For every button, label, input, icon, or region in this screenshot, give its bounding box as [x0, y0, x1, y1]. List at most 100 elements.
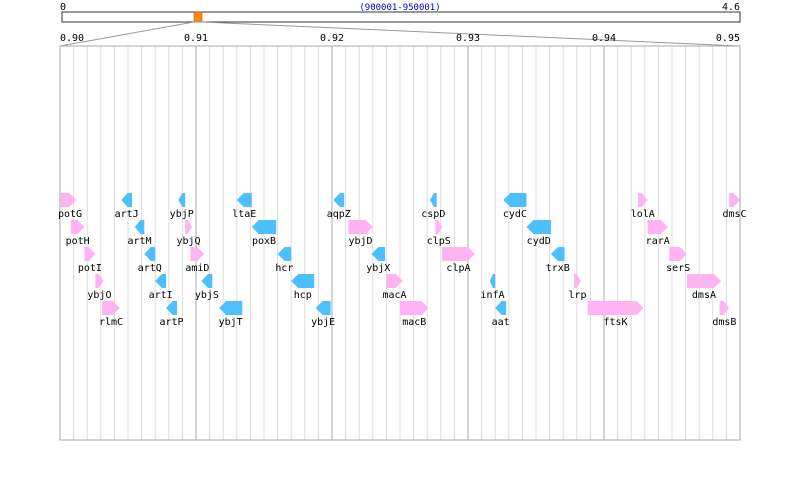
- gene-label: potG: [58, 209, 82, 220]
- gene-dmsC[interactable]: dmsC: [723, 193, 747, 220]
- region-marker[interactable]: [193, 11, 203, 23]
- gene-arrow[interactable]: [134, 220, 145, 234]
- gene-potI[interactable]: potI: [78, 247, 102, 274]
- gene-serS[interactable]: serS: [666, 247, 690, 274]
- gene-macA[interactable]: macA: [383, 274, 407, 301]
- gene-potH[interactable]: potH: [66, 220, 90, 247]
- genome-bar[interactable]: [61, 11, 741, 23]
- gene-label: infA: [480, 290, 504, 301]
- tick-label: 0.90: [60, 33, 84, 44]
- gene-amiD[interactable]: amiD: [185, 247, 209, 274]
- gene-label: potH: [66, 236, 90, 247]
- gene-ybjP[interactable]: ybjP: [170, 193, 194, 220]
- gene-arrow[interactable]: [190, 247, 205, 261]
- gene-arrow[interactable]: [277, 247, 292, 261]
- gene-poxB[interactable]: poxB: [251, 220, 277, 247]
- gene-ftsK[interactable]: ftsK: [587, 301, 644, 328]
- gene-label: ybjQ: [176, 236, 200, 247]
- gene-rlmC[interactable]: rlmC: [99, 301, 123, 328]
- gene-arrow[interactable]: [526, 220, 551, 234]
- gene-arrow[interactable]: [719, 301, 730, 315]
- gene-hcr[interactable]: hcr: [275, 247, 293, 274]
- gene-arrow[interactable]: [503, 193, 527, 207]
- gene-arrow[interactable]: [315, 301, 331, 315]
- gene-arrow[interactable]: [638, 193, 648, 207]
- gene-ltaE[interactable]: ltaE: [232, 193, 256, 220]
- gene-label: ybjP: [170, 209, 194, 220]
- gene-arrow[interactable]: [236, 193, 252, 207]
- gene-ybjT[interactable]: ybjT: [219, 301, 243, 328]
- gene-arrow[interactable]: [669, 247, 687, 261]
- gene-arrow[interactable]: [435, 220, 443, 234]
- gene-infA[interactable]: infA: [480, 274, 505, 301]
- gene-potG[interactable]: potG: [58, 193, 82, 220]
- tick-label: 0.91: [184, 33, 208, 44]
- gene-arrow[interactable]: [495, 301, 507, 315]
- gene-arrow[interactable]: [178, 193, 186, 207]
- gene-arrow[interactable]: [185, 220, 192, 234]
- gene-arrow[interactable]: [166, 301, 177, 315]
- gene-arrow[interactable]: [144, 247, 156, 261]
- gene-ybjQ[interactable]: ybjQ: [176, 220, 201, 247]
- gene-artI[interactable]: artI: [149, 274, 173, 301]
- gene-lolA[interactable]: lolA: [631, 193, 655, 220]
- gene-arrow[interactable]: [155, 274, 167, 288]
- gene-trxB[interactable]: trxB: [546, 247, 570, 274]
- gene-arrow[interactable]: [291, 274, 315, 288]
- gene-arrow[interactable]: [251, 220, 277, 234]
- gene-artQ[interactable]: artQ: [138, 247, 162, 274]
- gene-arrow[interactable]: [84, 247, 96, 261]
- gene-aqpZ[interactable]: aqpZ: [327, 193, 351, 220]
- gene-arrow[interactable]: [348, 220, 373, 234]
- zoom-connector: [59, 21, 741, 47]
- gene-arrow[interactable]: [686, 274, 721, 288]
- gene-ybjX[interactable]: ybjX: [366, 247, 390, 274]
- gene-arrow[interactable]: [201, 274, 213, 288]
- gene-arrow[interactable]: [442, 247, 475, 261]
- gene-arrow[interactable]: [386, 274, 403, 288]
- gene-cydC[interactable]: cydC: [503, 193, 527, 220]
- gene-arrow[interactable]: [219, 301, 243, 315]
- gene-label: ybjS: [195, 290, 219, 301]
- gene-arrow[interactable]: [729, 193, 740, 207]
- gene-cspD[interactable]: cspD: [421, 193, 445, 220]
- gene-cydD[interactable]: cydD: [526, 220, 551, 247]
- gene-artM[interactable]: artM: [128, 220, 152, 247]
- gene-label: ybjO: [87, 290, 111, 301]
- gene-dmsB[interactable]: dmsB: [712, 301, 736, 328]
- gene-ybjO[interactable]: ybjO: [87, 274, 111, 301]
- gene-arrow[interactable]: [550, 247, 565, 261]
- gene-clpA[interactable]: clpA: [442, 247, 475, 274]
- gene-ybjE[interactable]: ybjE: [311, 301, 335, 328]
- gene-arrow[interactable]: [647, 220, 668, 234]
- gene-arrow[interactable]: [429, 193, 437, 207]
- gene-hcp[interactable]: hcp: [291, 274, 315, 301]
- gene-dmsA[interactable]: dmsA: [686, 274, 721, 301]
- gene-lrp[interactable]: lrp: [568, 274, 587, 301]
- gene-label: amiD: [185, 263, 209, 274]
- gene-arrow[interactable]: [587, 301, 644, 315]
- gene-arrow[interactable]: [489, 274, 496, 288]
- gene-artP[interactable]: artP: [159, 301, 184, 328]
- gene-arrow[interactable]: [95, 274, 104, 288]
- gene-ybjD[interactable]: ybjD: [348, 220, 373, 247]
- gene-label: potI: [78, 263, 102, 274]
- region-range-label: (900001-950001): [359, 3, 440, 13]
- gene-arrow[interactable]: [70, 220, 85, 234]
- gene-arrow[interactable]: [102, 301, 120, 315]
- gene-arrow[interactable]: [60, 193, 77, 207]
- gene-label: dmsB: [712, 317, 736, 328]
- gene-macB[interactable]: macB: [400, 301, 429, 328]
- gene-arrow[interactable]: [121, 193, 133, 207]
- gene-arrow[interactable]: [333, 193, 345, 207]
- gene-aat[interactable]: aat: [492, 301, 510, 328]
- gene-arrow[interactable]: [400, 301, 429, 315]
- gene-label: cydD: [527, 236, 551, 247]
- gene-ybjS[interactable]: ybjS: [195, 274, 219, 301]
- gene-arrow[interactable]: [574, 274, 581, 288]
- gene-rarA[interactable]: rarA: [646, 220, 670, 247]
- gene-arrow[interactable]: [371, 247, 386, 261]
- gene-artJ[interactable]: artJ: [115, 193, 139, 220]
- gene-clpS[interactable]: clpS: [427, 220, 451, 247]
